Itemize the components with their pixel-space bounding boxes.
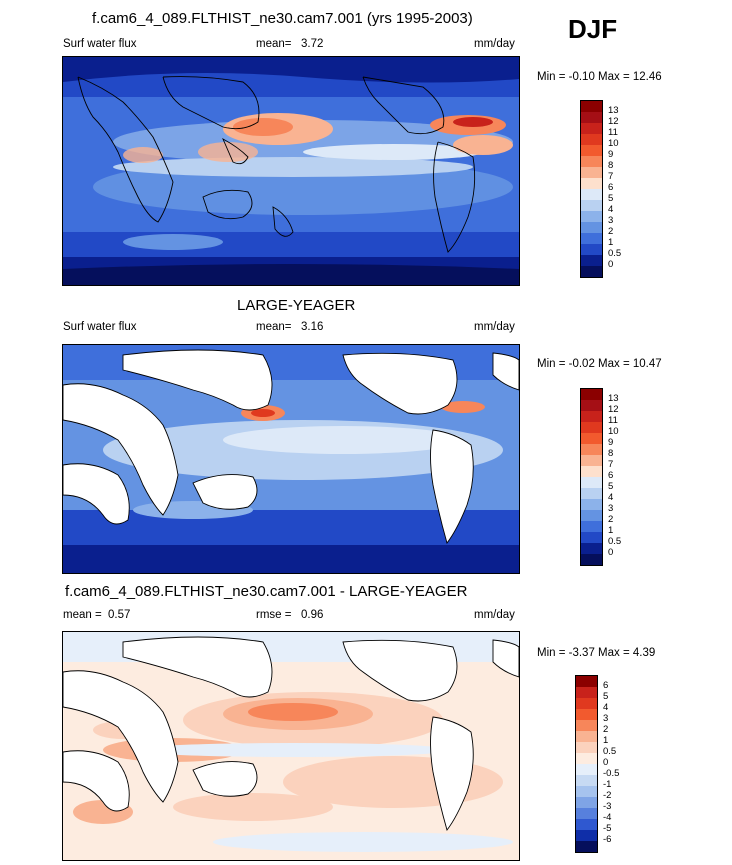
colorbar-tick: 5 — [608, 193, 614, 204]
colorbar-tick: 10 — [608, 426, 619, 437]
panel2-mean-label: mean= — [256, 321, 292, 333]
colorbar-tick: 7 — [608, 459, 614, 470]
colorbar-tick: 5 — [603, 691, 609, 702]
colorbar-tick: 1 — [608, 525, 614, 536]
colorbar-tick: 3 — [608, 503, 614, 514]
colorbar-tick: 0.5 — [608, 248, 622, 259]
panel2-colorbar — [580, 388, 603, 566]
panel1-units: mm/day — [474, 38, 515, 50]
colorbar-tick: 0.5 — [603, 746, 617, 757]
colorbar-tick: -4 — [603, 812, 612, 823]
panel2-field-label: Surf water flux — [63, 321, 137, 333]
colorbar-tick: 2 — [603, 724, 609, 735]
panel1-title: f.cam6_4_089.FLTHIST_ne30.cam7.001 (yrs … — [92, 10, 473, 27]
colorbar-tick: 4 — [608, 492, 614, 503]
colorbar-tick: 11 — [608, 127, 618, 138]
colorbar-tick: -1 — [603, 779, 612, 790]
panel1-mean-label: mean= — [256, 38, 292, 50]
panel3-units: mm/day — [474, 609, 515, 621]
colorbar-tick: 0.5 — [608, 536, 622, 547]
colorbar-tick: 13 — [608, 393, 619, 404]
panel3-map-svg — [63, 632, 519, 860]
panel1-map — [62, 56, 520, 286]
colorbar-tick: 12 — [608, 116, 619, 127]
colorbar-tick: 13 — [608, 105, 619, 116]
colorbar-tick: 4 — [608, 204, 614, 215]
colorbar-tick: -5 — [603, 823, 612, 834]
panel3-colorbar — [575, 675, 598, 853]
panel1-field-label: Surf water flux — [63, 38, 137, 50]
colorbar-tick: 6 — [603, 680, 609, 691]
panel2-minmax: Min = -0.02 Max = 10.47 — [537, 358, 662, 370]
colorbar-tick: 2 — [608, 226, 614, 237]
panel3-rmse-value: 0.96 — [301, 609, 324, 621]
panel3-mean-value: 0.57 — [108, 609, 131, 621]
colorbar-tick: -3 — [603, 801, 612, 812]
colorbar-tick: 5 — [608, 481, 614, 492]
panel2-title: LARGE-YEAGER — [237, 297, 356, 314]
colorbar-tick: 8 — [608, 160, 614, 171]
colorbar-tick: 0 — [608, 547, 614, 558]
panel2-mean-value: 3.16 — [301, 321, 324, 333]
colorbar-tick: 11 — [608, 415, 618, 426]
colorbar-tick: -0.5 — [603, 768, 620, 779]
panel2-map — [62, 344, 520, 574]
panel3-mean-label: mean = — [63, 609, 102, 621]
colorbar-tick: 9 — [608, 149, 614, 160]
colorbar-tick: 3 — [608, 215, 614, 226]
panel1-mean-value: 3.72 — [301, 38, 324, 50]
panel3-rmse-label: rmse = — [256, 609, 292, 621]
colorbar-tick: 8 — [608, 448, 614, 459]
panel1-map-svg — [63, 57, 519, 285]
panel3-map — [62, 631, 520, 861]
colorbar-tick: -2 — [603, 790, 612, 801]
colorbar-tick: -6 — [603, 834, 612, 845]
panel1-colorbar — [580, 100, 603, 278]
panel3-title: f.cam6_4_089.FLTHIST_ne30.cam7.001 - LAR… — [65, 583, 468, 600]
panel1-minmax: Min = -0.10 Max = 12.46 — [537, 71, 662, 83]
colorbar-tick: 3 — [603, 713, 609, 724]
colorbar-tick: 6 — [608, 470, 614, 481]
colorbar-tick: 0 — [608, 259, 614, 270]
colorbar-tick: 2 — [608, 514, 614, 525]
panel2-units: mm/day — [474, 321, 515, 333]
colorbar-tick: 1 — [603, 735, 609, 746]
colorbar-tick: 1 — [608, 237, 614, 248]
panel3-minmax: Min = -3.37 Max = 4.39 — [537, 647, 656, 659]
colorbar-tick: 12 — [608, 404, 619, 415]
colorbar-tick: 7 — [608, 171, 614, 182]
colorbar-tick: 10 — [608, 138, 619, 149]
season-label: DJF — [568, 14, 618, 44]
colorbar-tick: 9 — [608, 437, 614, 448]
colorbar-tick: 6 — [608, 182, 614, 193]
colorbar-tick: 0 — [603, 757, 609, 768]
panel2-map-svg — [63, 345, 519, 573]
colorbar-tick: 4 — [603, 702, 609, 713]
